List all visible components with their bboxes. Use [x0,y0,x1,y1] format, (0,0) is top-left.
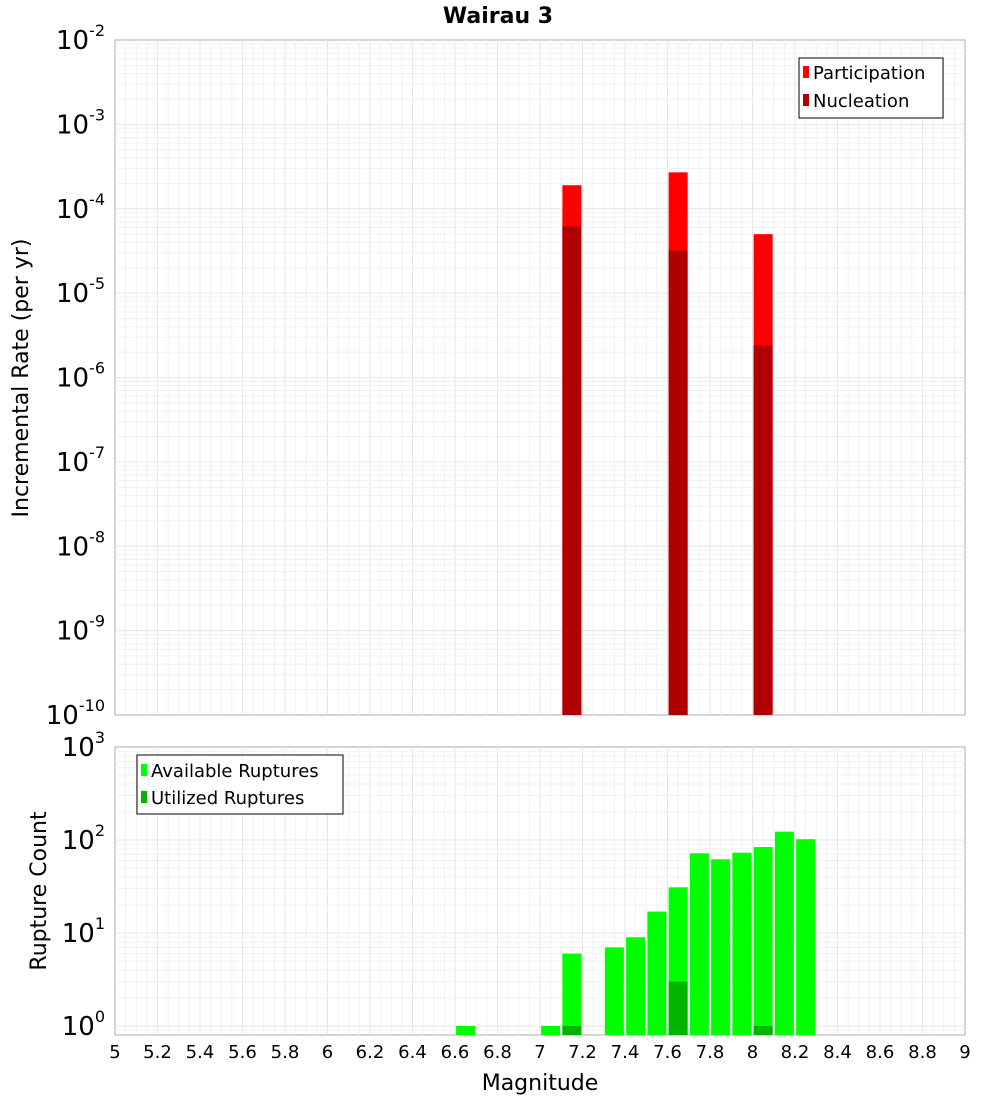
bar-nucleation [562,226,582,715]
x-tick-label: 5.2 [143,1042,172,1063]
bar-available-ruptures [562,953,582,1035]
bar-available-ruptures [647,911,667,1035]
count-panel: 100 101 102 103 5 5.2 5.4 5.6 5.8 6 6.2 6.4 6.6 6.8 7… [27,728,971,1096]
x-tick-label: 7.2 [568,1042,597,1063]
bar-available-ruptures [689,853,709,1035]
legend-label-participation: Participation [813,63,925,84]
x-tick-label: 6 [322,1042,333,1063]
y-tick-label: 100 [62,1007,105,1042]
count-bars [456,831,816,1035]
bar-available-ruptures [456,1025,476,1035]
bar-available-ruptures [626,937,646,1035]
x-tick-label: 7.4 [611,1042,640,1063]
y-tick-label: 102 [62,821,105,856]
legend-swatch-utilized [141,791,147,803]
y-tick-label: 10-7 [56,443,105,478]
bar-utilized-ruptures [753,1025,773,1035]
x-tick-label: 7.6 [653,1042,682,1063]
rate-y-ticks: 10-10 10-9 10-8 10-7 10-6 10-5 10-4 10-3 10-2 [46,21,105,731]
bar-nucleation [668,250,688,715]
bar-nucleation [753,345,773,715]
x-tick-label: 5.6 [228,1042,257,1063]
x-tick-label: 6.8 [483,1042,512,1063]
bar-utilized-ruptures [668,981,688,1035]
legend-label-available: Available Ruptures [151,761,319,782]
bar-available-ruptures [604,947,624,1035]
legend-label-nucleation: Nucleation [813,91,909,112]
y-tick-label: 10-6 [56,359,105,394]
count-gridlines [115,747,965,1035]
magnitude-x-ticks: 5 5.2 5.4 5.6 5.8 6 6.2 6.4 6.6 6.8 7 7.2 7.4 7.6 7.8 8… [109,1042,970,1063]
rate-panel: 10-10 10-9 10-8 10-7 10-6 10-5 10-4 10-3 10-2 In… [9,21,966,731]
x-tick-label: 8.2 [781,1042,810,1063]
x-tick-label: 5 [109,1042,120,1063]
x-tick-label: 6.6 [441,1042,470,1063]
x-tick-label: 9 [959,1042,970,1063]
x-tick-label: 8 [747,1042,758,1063]
y-tick-label: 10-2 [56,21,105,56]
bar-available-ruptures [774,831,794,1035]
x-tick-label: 6.2 [356,1042,385,1063]
count-legend: Available Ruptures Utilized Ruptures [136,754,344,815]
bar-available-ruptures [732,852,752,1035]
y-tick-label: 10-3 [56,105,105,140]
x-axis-label: Magnitude [482,1071,599,1096]
bar-available-ruptures [541,1025,561,1035]
x-tick-label: 5.4 [186,1042,215,1063]
x-tick-label: 6.4 [398,1042,427,1063]
bar-available-ruptures [796,839,816,1035]
rate-legend-box [798,57,944,119]
y-tick-label: 10-5 [56,274,105,309]
count-y-ticks: 100 101 102 103 [62,728,105,1042]
y-tick-label: 10-8 [56,527,105,562]
chart-title: Wairau 3 [443,4,553,29]
x-tick-label: 7 [534,1042,545,1063]
count-legend-box [136,754,344,815]
x-tick-label: 7.8 [696,1042,725,1063]
bar-available-ruptures [753,847,773,1035]
legend-swatch-participation [803,66,809,78]
x-tick-label: 8.8 [908,1042,937,1063]
rate-legend: Participation Nucleation [798,57,944,119]
x-tick-label: 8.4 [823,1042,852,1063]
legend-swatch-available [141,764,147,776]
legend-label-utilized: Utilized Ruptures [151,788,304,809]
y-tick-label: 10-9 [56,612,105,647]
bar-utilized-ruptures [562,1025,582,1035]
legend-swatch-nucleation [803,94,809,106]
y-tick-label: 101 [62,914,105,949]
count-y-axis-label: Rupture Count [27,811,52,971]
y-tick-label: 10-10 [46,696,105,731]
rate-y-axis-label: Incremental Rate (per yr) [9,239,34,518]
rate-gridlines [115,40,965,715]
rate-bars [562,172,773,715]
bar-available-ruptures [711,859,731,1035]
y-tick-label: 10-4 [56,190,105,225]
x-tick-label: 5.8 [271,1042,300,1063]
x-tick-label: 8.6 [866,1042,895,1063]
y-tick-label: 103 [62,728,105,763]
